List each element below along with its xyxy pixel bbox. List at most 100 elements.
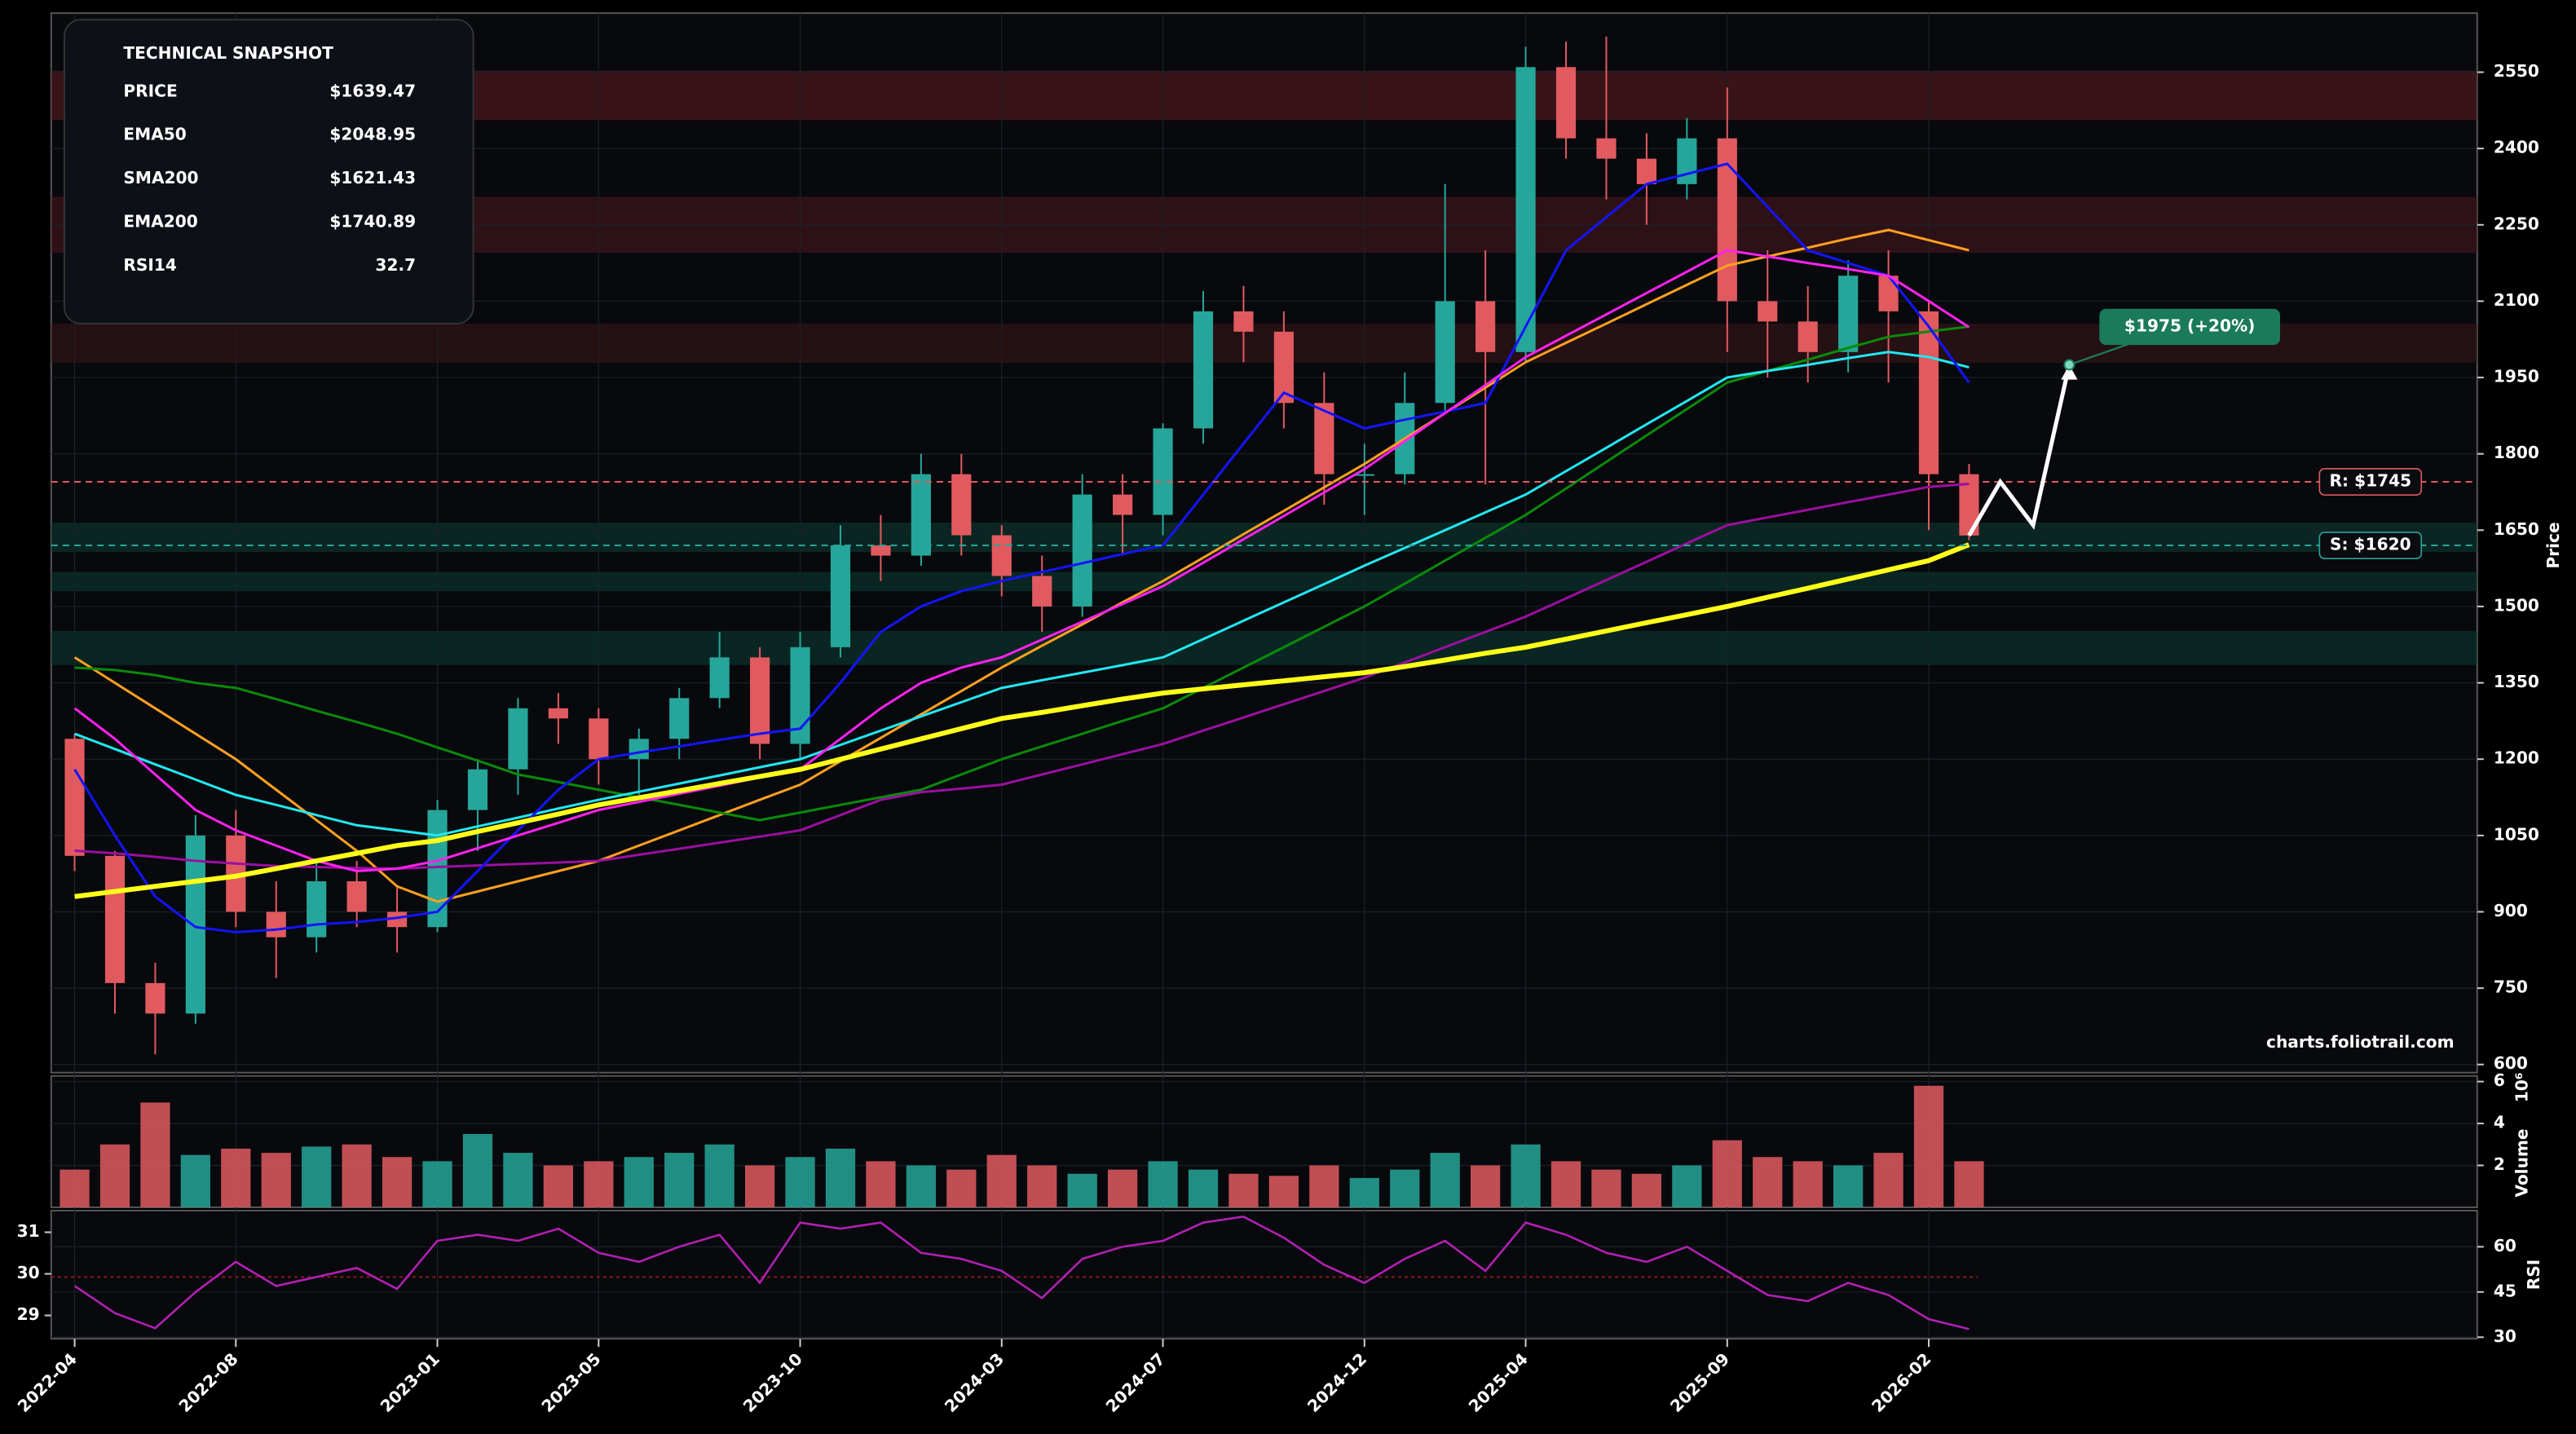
annotation-label: $1975 (+20%) — [2124, 315, 2255, 335]
volume-bar — [1793, 1161, 1823, 1207]
candle-body — [1677, 138, 1697, 184]
candle-body — [911, 474, 931, 556]
y-axis-label: RSI — [2524, 1260, 2543, 1290]
indicator-line — [74, 325, 1969, 822]
volume-bar — [1027, 1165, 1057, 1207]
y-tick-label: 60 — [2494, 1236, 2516, 1255]
y-tick-label: 45 — [2494, 1281, 2516, 1300]
candle-body — [548, 708, 568, 719]
snapshot-value: $1639.47 — [329, 81, 416, 100]
candle-body — [1515, 67, 1536, 352]
candle-body — [1636, 158, 1657, 184]
y-tick-label: 2250 — [2494, 214, 2539, 233]
candle-body — [346, 881, 367, 912]
snapshot-label: PRICE — [123, 81, 177, 100]
y-tick-label: 2550 — [2494, 61, 2539, 81]
volume-bar — [221, 1148, 251, 1207]
volume-bar — [1107, 1169, 1138, 1207]
snapshot-value: $2048.95 — [329, 125, 416, 144]
volume-bar — [1349, 1177, 1379, 1207]
candle-body — [1838, 276, 1859, 352]
y-tick-label: 900 — [2494, 901, 2528, 920]
volume-panel — [50, 1074, 2478, 1208]
volume-bar — [1067, 1173, 1097, 1207]
candle-body — [589, 718, 609, 760]
snapshot-value: 32.7 — [375, 255, 416, 275]
candle-body — [669, 698, 690, 739]
volume-bar — [946, 1169, 977, 1207]
y-axis-label: Volume — [2512, 1128, 2532, 1197]
volume-bar — [1712, 1140, 1742, 1207]
volume-bar — [1631, 1173, 1662, 1207]
candle-body — [1354, 474, 1374, 476]
y-tick-label: 1350 — [2494, 672, 2539, 691]
volume-bar — [180, 1154, 211, 1207]
volume-bar — [624, 1157, 654, 1207]
snapshot-value: $1621.43 — [329, 168, 416, 188]
y-tick-label: 1650 — [2494, 519, 2539, 539]
candle-body — [427, 810, 448, 928]
y-tick-label: 29 — [17, 1304, 40, 1324]
volume-bar — [704, 1144, 734, 1207]
candle-body — [1072, 494, 1092, 607]
volume-bar — [986, 1154, 1017, 1207]
candle-body — [145, 982, 165, 1014]
y-axis-label: Price — [2543, 522, 2563, 568]
indicator-line — [73, 249, 1970, 873]
candle-body — [1032, 576, 1052, 607]
candle-body — [951, 474, 972, 536]
indicator-line — [74, 542, 1970, 899]
candle-body — [1435, 301, 1455, 404]
rsi-line — [73, 1216, 1969, 1330]
y-tick-label: 2400 — [2494, 138, 2539, 157]
y-tick-label: 750 — [2494, 977, 2528, 997]
candle-body — [871, 545, 891, 556]
volume-bar — [1268, 1176, 1299, 1207]
candle-body — [1233, 311, 1254, 332]
indicator-line — [73, 162, 1970, 933]
candle-body — [508, 708, 528, 770]
volume-bar — [1873, 1153, 1903, 1207]
volume-bar — [99, 1144, 130, 1207]
y-tick-label: 1050 — [2494, 824, 2539, 844]
candle-body — [1878, 276, 1899, 311]
snapshot-label: EMA200 — [123, 212, 197, 232]
volume-bar — [906, 1165, 937, 1207]
volume-bar — [422, 1161, 452, 1207]
y-tick-label: 1950 — [2494, 367, 2539, 386]
y-tick-label: 4 — [2494, 1113, 2505, 1132]
candle-body — [1153, 428, 1173, 515]
y-tick-label: 1200 — [2494, 748, 2539, 768]
volume-bar — [342, 1144, 372, 1207]
projection-line — [1967, 364, 2071, 537]
marks — [51, 36, 2477, 1330]
volume-bar — [584, 1161, 614, 1207]
level-label-box — [2318, 468, 2423, 496]
zone — [51, 630, 2477, 665]
volume-bar — [1913, 1085, 1944, 1207]
volume-bar — [785, 1157, 815, 1207]
candle-body — [709, 657, 730, 699]
candle-body — [991, 535, 1012, 576]
y-tick-label: 30 — [17, 1263, 40, 1282]
grid — [44, 13, 2484, 1348]
zone — [51, 323, 2477, 363]
volume-bar — [462, 1133, 493, 1207]
volume-bar — [1753, 1157, 1783, 1207]
y-tick-label: 1500 — [2494, 595, 2539, 615]
watermark: charts.foliotrail.com — [2266, 1032, 2455, 1052]
y-tick-label: 2100 — [2494, 290, 2539, 310]
volume-bar — [382, 1157, 412, 1207]
indicator-line — [73, 228, 1969, 903]
volume-bar — [1148, 1161, 1178, 1207]
projection-arrow — [2061, 364, 2078, 380]
volume-bar — [60, 1169, 90, 1207]
y-tick-label: 6 — [2494, 1070, 2505, 1090]
volume-bar — [1833, 1165, 1864, 1207]
candle-body — [1555, 67, 1577, 139]
volume-bar — [261, 1153, 291, 1207]
annotation-leader — [2068, 340, 2137, 366]
y-tick-label: 1800 — [2494, 443, 2539, 462]
projection-target — [2063, 359, 2075, 371]
